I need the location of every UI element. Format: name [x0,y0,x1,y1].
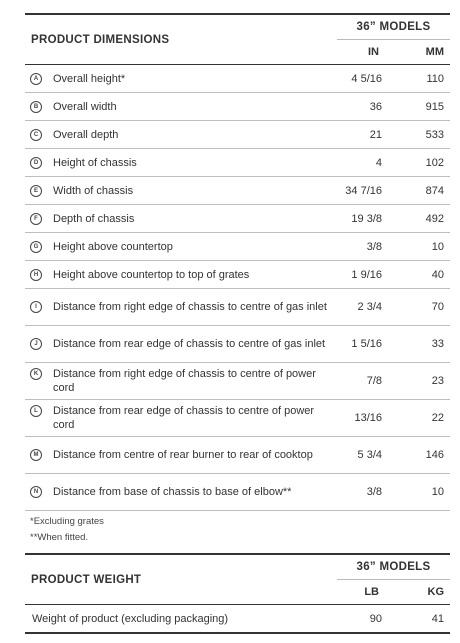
dimension-label: Distance from rear edge of chassis to ce… [53,405,315,431]
table-row: N Distance from base of chassis to base o… [25,473,450,511]
unit-mm-header: MM [393,39,450,65]
value-in: 2 3/4 [337,288,393,326]
value-in: 34 7/16 [337,176,393,205]
value-in: 7/8 [337,362,393,400]
value-mm: 874 [393,176,450,205]
weight-lb-value: 90 [337,604,393,634]
value-mm: 102 [393,148,450,177]
dimension-label: Overall width [53,100,117,113]
value-mm: 23 [393,362,450,400]
circle-letter-icon: M [30,449,42,461]
value-mm: 533 [393,120,450,149]
dimensions-section: PRODUCT DIMENSIONS 36” MODELS IN MM A Ove… [25,13,450,546]
table-row: K Distance from right edge of chassis to … [25,362,450,400]
value-in: 19 3/8 [337,204,393,233]
weight-table: PRODUCT WEIGHT 36” MODELS LB KG Weight o… [25,553,450,634]
value-mm: 110 [393,64,450,93]
value-in: 3/8 [337,232,393,261]
value-mm: 10 [393,232,450,261]
circle-letter-icon: H [30,269,42,281]
dimension-label: Distance from right edge of chassis to c… [53,301,327,313]
dimension-label: Height above countertop [53,240,173,253]
value-in: 4 5/16 [337,64,393,93]
value-mm: 492 [393,204,450,233]
table-row: I Distance from right edge of chassis to … [25,288,450,326]
dimension-label: Width of chassis [53,184,134,197]
circle-letter-icon: E [30,185,42,197]
footnote: **When fitted. [30,532,89,543]
models-header: 36” MODELS [337,13,450,40]
circle-letter-icon: K [30,368,42,380]
circle-letter-icon: D [30,157,42,169]
value-mm: 10 [393,473,450,511]
table-row: B Overall width 36 915 [25,92,450,121]
unit-lb-header: LB [337,579,393,605]
table-row: Weight of product (excluding packaging) … [25,604,450,634]
table-row: F Depth of chassis 19 3/8 492 [25,204,450,233]
value-in: 5 3/4 [337,436,393,474]
dimensions-table: PRODUCT DIMENSIONS 36” MODELS IN MM A Ove… [25,13,450,511]
circle-letter-icon: F [30,213,42,225]
value-mm: 146 [393,436,450,474]
value-mm: 33 [393,325,450,363]
value-in: 36 [337,92,393,121]
circle-letter-icon: N [30,486,42,498]
dimension-label: Height above countertop to top of grates [53,268,250,281]
table-row: D Height of chassis 4 102 [25,148,450,177]
dimension-label: Height of chassis [53,156,137,169]
weight-title: PRODUCT WEIGHT [25,553,337,605]
dimension-label: Overall height* [53,72,126,85]
dimension-label: Distance from centre of rear burner to r… [53,449,313,461]
value-mm: 915 [393,92,450,121]
weight-label: Weight of product (excluding packaging) [32,612,229,625]
circle-letter-icon: C [30,129,42,141]
table-row: E Width of chassis 34 7/16 874 [25,176,450,205]
value-in: 3/8 [337,473,393,511]
dimension-label: Distance from base of chassis to base of… [53,486,292,498]
value-in: 1 9/16 [337,260,393,289]
table-row: H Height above countertop to top of grate… [25,260,450,289]
weight-models-header: 36” MODELS [337,553,450,580]
circle-letter-icon: I [30,301,42,313]
table-row: A Overall height* 4 5/16 110 [25,64,450,93]
footnotes: *Excluding grates **When fitted. [25,514,450,546]
value-mm: 40 [393,260,450,289]
table-row: C Overall depth 21 533 [25,120,450,149]
table-row: J Distance from rear edge of chassis to c… [25,325,450,363]
value-in: 13/16 [337,399,393,437]
circle-letter-icon: L [30,405,42,417]
dimension-label: Distance from rear edge of chassis to ce… [53,338,326,350]
table-row: G Height above countertop 3/8 10 [25,232,450,261]
unit-in-header: IN [337,39,393,65]
weight-section: PRODUCT WEIGHT 36” MODELS LB KG Weight o… [25,553,450,634]
dimension-label: Overall depth [53,128,119,141]
unit-kg-header: KG [393,579,450,605]
table-row: L Distance from rear edge of chassis to c… [25,399,450,437]
table-row: M Distance from centre of rear burner to … [25,436,450,474]
value-in: 21 [337,120,393,149]
dimension-label: Depth of chassis [53,212,135,225]
circle-letter-icon: A [30,73,42,85]
value-mm: 70 [393,288,450,326]
value-in: 4 [337,148,393,177]
dimensions-title: PRODUCT DIMENSIONS [25,13,337,65]
dimension-label: Distance from right edge of chassis to c… [53,368,316,394]
value-mm: 22 [393,399,450,437]
weight-kg-value: 41 [393,604,450,634]
circle-letter-icon: G [30,241,42,253]
footnote: *Excluding grates [30,516,104,527]
circle-letter-icon: J [30,338,42,350]
value-in: 1 5/16 [337,325,393,363]
circle-letter-icon: B [30,101,42,113]
